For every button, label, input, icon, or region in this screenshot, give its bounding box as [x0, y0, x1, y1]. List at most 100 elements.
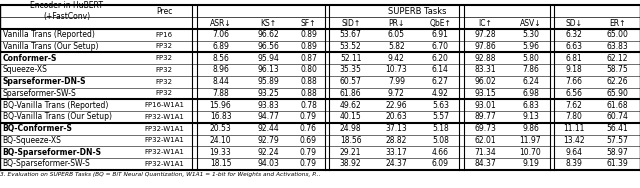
- Text: 7.62: 7.62: [565, 101, 582, 110]
- Text: 93.01: 93.01: [474, 101, 496, 110]
- Text: 4.92: 4.92: [432, 89, 449, 98]
- Text: 6.83: 6.83: [522, 101, 539, 110]
- Text: 62.12: 62.12: [607, 54, 628, 63]
- Text: 94.03: 94.03: [257, 159, 279, 168]
- Text: 40.15: 40.15: [340, 112, 362, 121]
- Text: SF↑: SF↑: [301, 18, 316, 27]
- Text: 8.96: 8.96: [212, 65, 229, 74]
- Text: Vanilla Trans (Our Setup): Vanilla Trans (Our Setup): [3, 42, 98, 51]
- Text: 9.13: 9.13: [522, 112, 539, 121]
- Text: 89.77: 89.77: [474, 112, 496, 121]
- Text: 5.96: 5.96: [522, 42, 539, 51]
- Text: 0.80: 0.80: [300, 65, 317, 74]
- Text: 6.32: 6.32: [565, 30, 582, 39]
- Text: 56.41: 56.41: [607, 124, 628, 133]
- Text: 9.72: 9.72: [388, 89, 405, 98]
- Text: FP32: FP32: [156, 55, 172, 61]
- Text: 0.79: 0.79: [300, 148, 317, 157]
- Text: FP32-W1A1: FP32-W1A1: [144, 114, 184, 120]
- Text: 93.15: 93.15: [474, 89, 496, 98]
- Text: SD↓: SD↓: [565, 18, 582, 27]
- Text: 9.64: 9.64: [565, 148, 582, 157]
- Text: 10.73: 10.73: [385, 65, 407, 74]
- Text: BQ-Squeeze-XS: BQ-Squeeze-XS: [3, 136, 61, 145]
- Text: 0.76: 0.76: [300, 124, 317, 133]
- Text: Prec: Prec: [156, 7, 172, 16]
- Text: 94.77: 94.77: [257, 112, 279, 121]
- Text: 38.92: 38.92: [340, 159, 362, 168]
- Text: 0.79: 0.79: [300, 112, 317, 121]
- Text: 3. Evaluation on SUPERB Tasks (BQ = BiT Neural Quantization, W1A1 = 1-bit for We: 3. Evaluation on SUPERB Tasks (BQ = BiT …: [0, 172, 321, 177]
- Text: 5.30: 5.30: [522, 30, 539, 39]
- Text: 95.94: 95.94: [257, 54, 279, 63]
- Text: 6.81: 6.81: [565, 54, 582, 63]
- Text: 13.42: 13.42: [563, 136, 584, 145]
- Text: 9.42: 9.42: [388, 54, 405, 63]
- Text: Sparseformer-DN-S: Sparseformer-DN-S: [3, 77, 86, 86]
- Text: 6.20: 6.20: [432, 54, 449, 63]
- Text: 16.83: 16.83: [210, 112, 231, 121]
- Text: FP32-W1A1: FP32-W1A1: [144, 149, 184, 155]
- Text: 5.57: 5.57: [432, 112, 449, 121]
- Text: 97.86: 97.86: [474, 42, 496, 51]
- Text: 53.52: 53.52: [340, 42, 362, 51]
- Text: 24.37: 24.37: [385, 159, 407, 168]
- Text: 69.73: 69.73: [474, 124, 497, 133]
- Text: 7.86: 7.86: [522, 65, 539, 74]
- Text: 22.96: 22.96: [385, 101, 407, 110]
- Text: 92.79: 92.79: [257, 136, 279, 145]
- Text: BQ-Conformer-S: BQ-Conformer-S: [3, 124, 72, 133]
- Text: 33.17: 33.17: [385, 148, 407, 157]
- Text: 7.88: 7.88: [212, 89, 229, 98]
- Text: 6.70: 6.70: [432, 42, 449, 51]
- Text: 58.75: 58.75: [607, 65, 628, 74]
- Text: 8.44: 8.44: [212, 77, 229, 86]
- Text: 5.80: 5.80: [522, 54, 539, 63]
- Text: 35.35: 35.35: [340, 65, 362, 74]
- Text: 6.14: 6.14: [432, 65, 449, 74]
- Text: IC↑: IC↑: [479, 18, 492, 27]
- Text: 0.87: 0.87: [300, 54, 317, 63]
- Text: 6.24: 6.24: [522, 77, 539, 86]
- Text: 7.66: 7.66: [565, 77, 582, 86]
- Text: FP32: FP32: [156, 79, 172, 85]
- Text: 9.18: 9.18: [565, 65, 582, 74]
- Text: 58.97: 58.97: [607, 148, 628, 157]
- Text: 65.90: 65.90: [607, 89, 628, 98]
- Text: 11.97: 11.97: [520, 136, 541, 145]
- Text: 63.83: 63.83: [607, 42, 628, 51]
- Text: 6.05: 6.05: [388, 30, 405, 39]
- Text: 0.89: 0.89: [300, 42, 317, 51]
- Text: 97.28: 97.28: [475, 30, 496, 39]
- Text: FP16: FP16: [156, 32, 173, 38]
- Text: 92.24: 92.24: [257, 148, 279, 157]
- Text: ER↑: ER↑: [609, 18, 626, 27]
- Text: 61.86: 61.86: [340, 89, 362, 98]
- Text: 9.19: 9.19: [522, 159, 539, 168]
- Text: SID↑: SID↑: [341, 18, 360, 27]
- Text: 61.39: 61.39: [607, 159, 628, 168]
- Text: 7.06: 7.06: [212, 30, 229, 39]
- Text: 8.39: 8.39: [565, 159, 582, 168]
- Text: 6.91: 6.91: [432, 30, 449, 39]
- Text: 10.70: 10.70: [520, 148, 541, 157]
- Text: QbE↑: QbE↑: [429, 18, 451, 27]
- Text: 18.15: 18.15: [210, 159, 231, 168]
- Text: 95.89: 95.89: [257, 77, 279, 86]
- Text: 24.10: 24.10: [210, 136, 231, 145]
- Text: 0.78: 0.78: [300, 101, 317, 110]
- Text: 71.34: 71.34: [474, 148, 496, 157]
- Text: 6.27: 6.27: [432, 77, 449, 86]
- Text: 5.82: 5.82: [388, 42, 404, 51]
- Text: 52.11: 52.11: [340, 54, 362, 63]
- Text: BQ-Sparseformer-SW-S: BQ-Sparseformer-SW-S: [3, 159, 90, 168]
- Text: 6.56: 6.56: [565, 89, 582, 98]
- Text: 92.44: 92.44: [257, 124, 279, 133]
- Text: 20.53: 20.53: [210, 124, 232, 133]
- Text: 11.11: 11.11: [563, 124, 584, 133]
- Text: 93.25: 93.25: [257, 89, 279, 98]
- Text: BQ-Vanilla Trans (Reported): BQ-Vanilla Trans (Reported): [3, 101, 108, 110]
- Text: 62.01: 62.01: [475, 136, 496, 145]
- Text: ASR↓: ASR↓: [210, 18, 232, 27]
- Text: 84.37: 84.37: [474, 159, 496, 168]
